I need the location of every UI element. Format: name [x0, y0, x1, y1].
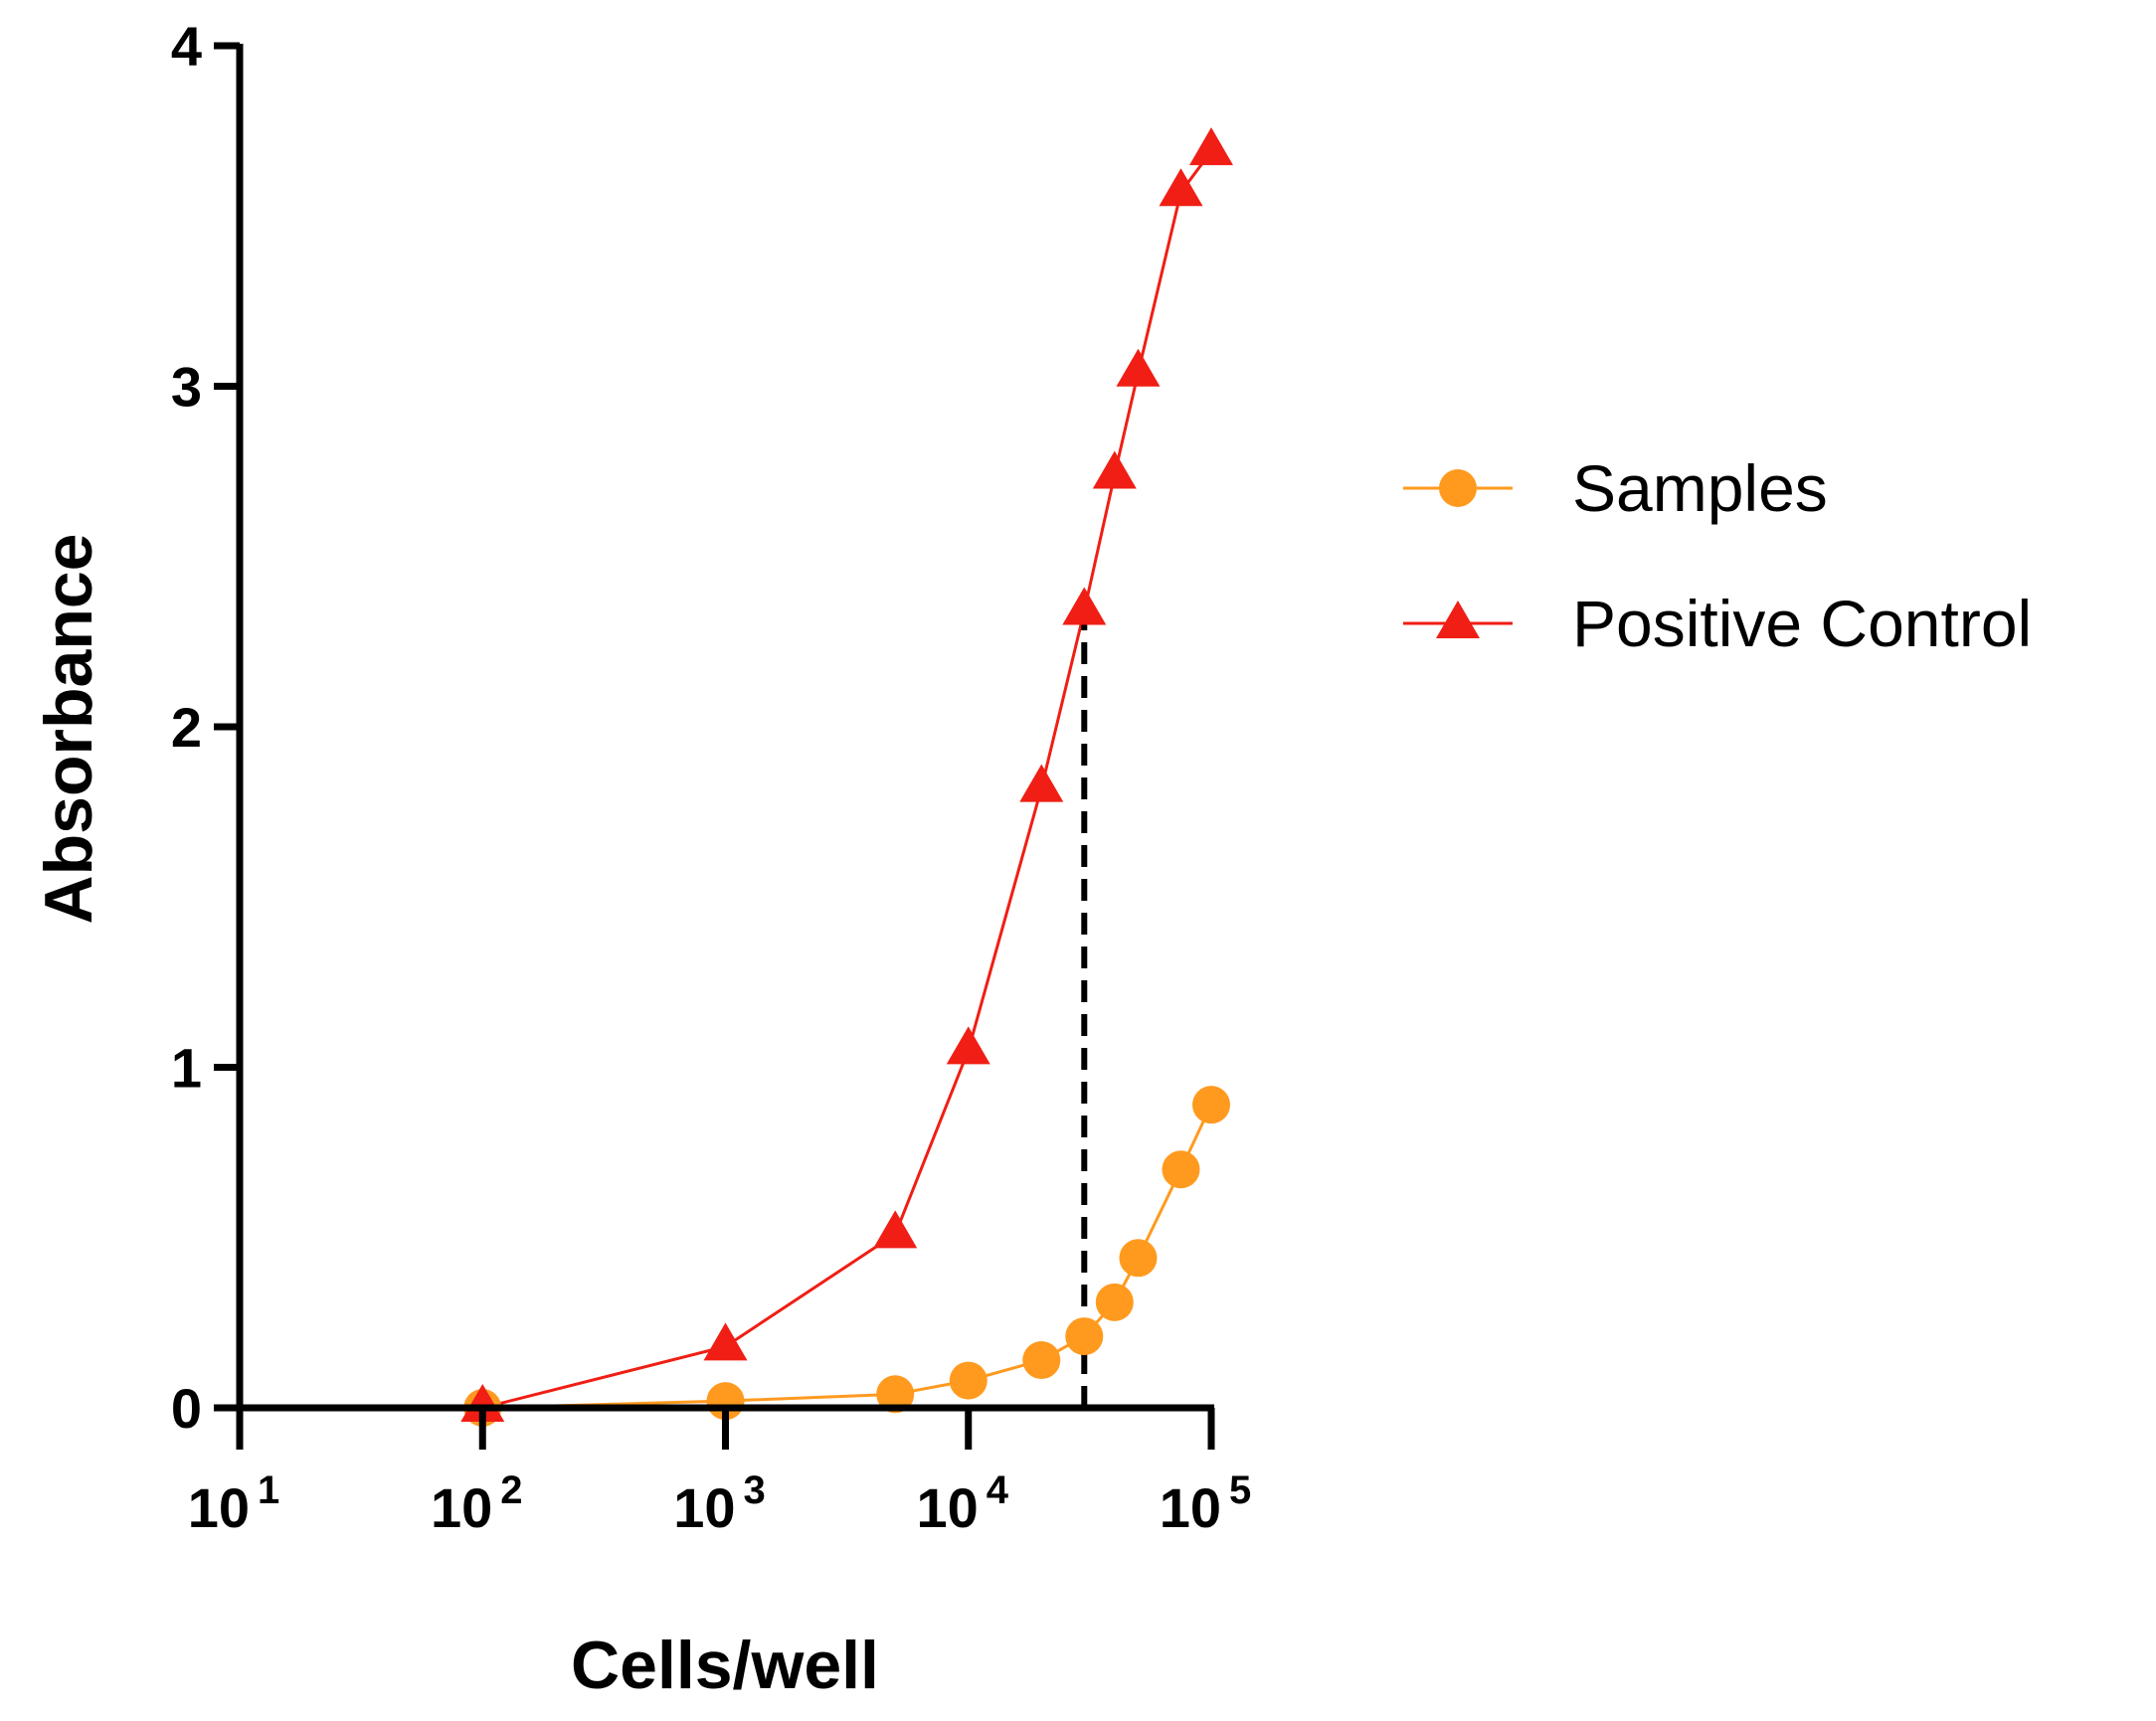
data-point-samples	[1192, 1086, 1230, 1124]
data-point-samples	[1095, 1283, 1134, 1321]
legend-positive-control-label: Positive Control	[1572, 587, 2032, 660]
data-point-positive-control	[1116, 348, 1161, 387]
x-tick-label: 10 2	[431, 1468, 523, 1539]
y-tick-label: 3	[171, 356, 202, 419]
y-axis-label: Absorbance	[31, 534, 106, 925]
data-point-samples	[1162, 1150, 1200, 1189]
y-tick-label: 0	[171, 1377, 202, 1440]
data-point-positive-control	[1159, 168, 1203, 207]
data-point-samples	[1065, 1317, 1104, 1356]
legend-samples-marker	[1439, 469, 1477, 507]
data-point-positive-control	[460, 1384, 505, 1422]
x-axis-label: Cells/well	[571, 1628, 879, 1703]
data-point-samples	[1119, 1239, 1158, 1278]
legend-samples-label: Samples	[1572, 451, 1828, 525]
data-point-positive-control	[1189, 127, 1233, 166]
legend: Samples Positive Control	[1403, 451, 2032, 660]
x-tick-label: 10 1	[188, 1468, 280, 1539]
series-line-0	[482, 1104, 1213, 1410]
legend-positive-control-marker	[1436, 601, 1480, 638]
y-tick-label: 4	[171, 15, 202, 78]
x-tick-label: 10 3	[673, 1468, 766, 1539]
data-point-positive-control	[1019, 764, 1064, 802]
x-tick-label: 10 4	[916, 1468, 1008, 1539]
data-point-samples	[1022, 1341, 1061, 1380]
y-tick-label: 2	[171, 696, 202, 759]
data-point-positive-control	[703, 1322, 748, 1361]
data-point-positive-control	[1092, 450, 1137, 489]
data-point-positive-control	[1062, 587, 1107, 625]
data-point-positive-control	[873, 1210, 918, 1249]
data-point-samples	[876, 1375, 915, 1414]
y-tick-label: 1	[171, 1037, 202, 1100]
data-point-positive-control	[946, 1026, 990, 1065]
x-tick-label: 10 5	[1160, 1468, 1252, 1539]
data-point-samples	[949, 1361, 988, 1400]
series-line-1	[481, 150, 1213, 1410]
